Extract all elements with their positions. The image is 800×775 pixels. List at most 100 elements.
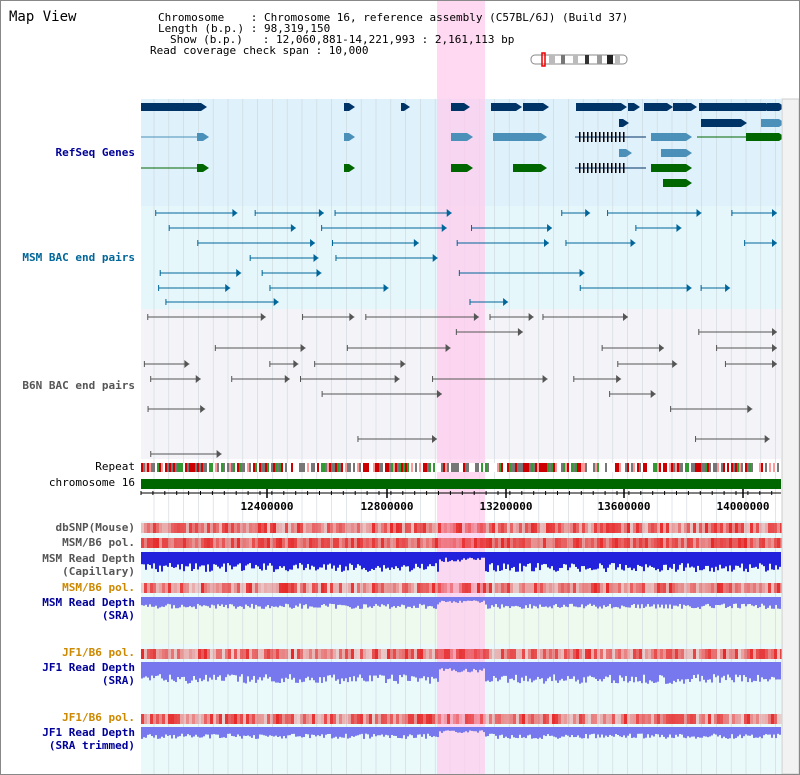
- dbsnp-heat-cell: [252, 523, 255, 533]
- jf1-depth-sra-bar: [555, 662, 557, 681]
- msm-pol-heat-cell: [186, 538, 189, 548]
- jf1-pol-heat-cell: [189, 714, 192, 724]
- msm-depth-sra-bar: [311, 597, 313, 607]
- exon-mark: [599, 163, 601, 173]
- jf1-depth-sra-bar: [585, 662, 587, 683]
- jf1-pol-heat-cell: [183, 714, 186, 724]
- jf1-pol-heat-cell: [336, 714, 339, 724]
- track-label-refseq[interactable]: RefSeq Genes: [55, 146, 135, 159]
- msm-pol-heat-cell: [177, 583, 180, 593]
- jf1-pol-heat-cell: [777, 714, 780, 724]
- jf1-depth-trimmed-bar: [747, 727, 749, 736]
- repeat-segment: [325, 463, 327, 472]
- msm-depth-sra-bar: [769, 597, 771, 606]
- msm-depth-capillary-bar: [739, 552, 741, 568]
- msm-depth-sra-bar: [397, 597, 399, 607]
- jf1-pol-heat-cell: [390, 649, 393, 659]
- msm-pol-heat-cell: [192, 538, 195, 548]
- jf1-pol-heat-cell: [396, 649, 399, 659]
- msm-pol-heat-cell: [201, 538, 204, 548]
- jf1-depth-trimmed-bar: [161, 727, 163, 737]
- jf1-depth-trimmed-bar: [679, 727, 681, 734]
- repeat-segment: [283, 463, 285, 472]
- jf1-depth-trimmed-bar: [425, 727, 427, 739]
- msm-depth-sra-bar: [687, 597, 689, 606]
- dbsnp-heat-cell: [201, 523, 204, 533]
- repeat-segment: [577, 463, 579, 472]
- msm-pol-heat-cell: [171, 583, 174, 593]
- msm-depth-capillary-bar: [607, 552, 609, 568]
- msm-pol-heat-cell: [258, 538, 261, 548]
- jf1-depth-sra-bar: [715, 662, 717, 678]
- msm-pol-heat-cell: [495, 538, 498, 548]
- jf1-depth-sra-bar: [237, 662, 239, 682]
- msm-depth-capillary-bar: [145, 552, 147, 570]
- repeat-segment: [365, 463, 367, 472]
- msm-depth-sra-bar: [507, 597, 509, 607]
- repeat-segment: [519, 463, 521, 472]
- msm-depth-sra-bar: [755, 597, 757, 605]
- jf1-pol-heat-cell: [330, 714, 333, 724]
- msm-depth-capillary-bar: [349, 552, 351, 564]
- refseq-gene-arrow: [203, 133, 209, 141]
- repeat-segment: [529, 463, 531, 472]
- jf1-depth-trimmed-bar: [749, 727, 751, 736]
- msm-depth-capillary-bar: [291, 552, 293, 570]
- msm-pol-heat-cell: [681, 583, 684, 593]
- jf1-pol-heat-cell: [354, 714, 357, 724]
- jf1-pol-heat-cell: [729, 714, 732, 724]
- msm-pol-heat-cell: [276, 583, 279, 593]
- msm-depth-capillary-bar: [441, 552, 443, 562]
- ideogram-band: [607, 55, 613, 64]
- repeat-segment: [495, 463, 497, 472]
- msm-bac-pair: [441, 224, 447, 232]
- jf1-depth-sra-bar: [273, 662, 275, 682]
- repeat-segment: [747, 463, 749, 472]
- msm-depth-capillary-bar: [717, 552, 719, 571]
- msm-depth-sra-bar: [401, 597, 403, 605]
- jf1-depth-sra-bar: [613, 662, 615, 681]
- msm-depth-sra-bar: [157, 597, 159, 609]
- msm-pol-heat-cell: [348, 538, 351, 548]
- msm-pol-heat-cell: [246, 538, 249, 548]
- jf1-depth-trimmed-bar: [141, 727, 143, 739]
- msm-depth-capillary-bar: [735, 552, 737, 566]
- refseq-gene: [451, 164, 467, 172]
- repeat-segment: [211, 463, 213, 472]
- jf1-depth-sra-bar: [763, 662, 765, 680]
- msm-pol-heat-cell: [354, 538, 357, 548]
- jf1-depth-sra-bar: [149, 662, 151, 681]
- msm-depth-sra-bar: [601, 597, 603, 609]
- repeat-segment: [435, 463, 437, 472]
- msm-depth-sra-bar: [293, 597, 295, 608]
- msm-depth-capillary-bar: [557, 552, 559, 571]
- msm-depth-capillary-bar: [779, 552, 781, 567]
- repeat-segment: [319, 463, 321, 472]
- repeat-segment: [297, 463, 299, 472]
- jf1-depth-sra-bar: [407, 662, 409, 681]
- track-label-b6n-bac[interactable]: B6N BAC end pairs: [22, 379, 135, 392]
- msm-depth-capillary-bar: [389, 552, 391, 570]
- msm-depth-sra-bar: [501, 597, 503, 605]
- msm-depth-capillary-bar: [327, 552, 329, 565]
- msm-depth-capillary-bar: [667, 552, 669, 571]
- msm-depth-capillary-bar: [507, 552, 509, 565]
- track-label-msm-bac[interactable]: MSM BAC end pairs: [22, 251, 135, 264]
- jf1-pol-heat-cell: [603, 649, 606, 659]
- dbsnp-heat-cell: [210, 523, 213, 533]
- msm-depth-capillary-bar: [369, 552, 371, 571]
- msm-pol-heat-cell: [642, 583, 645, 593]
- msm-depth-sra-bar: [285, 597, 287, 604]
- msm-pol-heat-cell: [537, 538, 540, 548]
- repeat-segment: [269, 463, 271, 472]
- repeat-segment: [759, 463, 761, 472]
- msm-pol-heat-cell: [774, 583, 777, 593]
- msm-depth-capillary-bar: [581, 552, 583, 567]
- msm-depth-sra-bar: [509, 597, 511, 608]
- msm-pol-heat-cell: [270, 583, 273, 593]
- refseq-gene: [523, 103, 543, 111]
- repeat-segment: [587, 463, 589, 472]
- exon-mark: [591, 132, 593, 142]
- repeat-segment: [549, 463, 551, 472]
- msm-pol-heat-cell: [327, 538, 330, 548]
